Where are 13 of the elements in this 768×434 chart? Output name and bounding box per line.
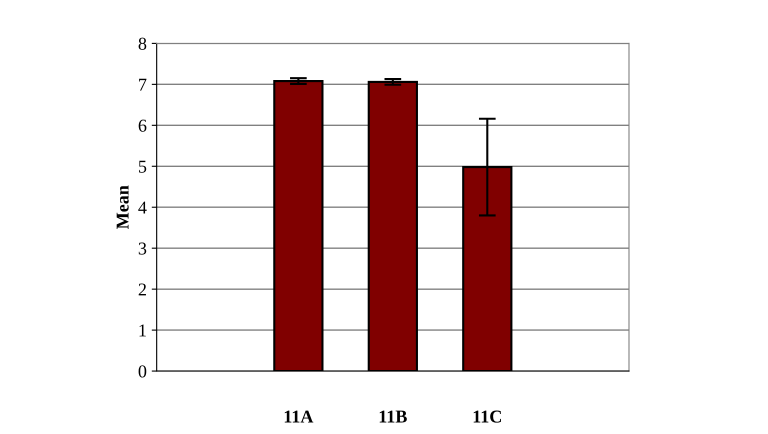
y-tick-label: 1	[140, 324, 146, 336]
x-tick-label: 11B	[380, 410, 407, 423]
y-tick-label: 2	[138, 283, 146, 296]
y-tick-label: 5	[138, 160, 146, 173]
y-tick-label: 6	[138, 120, 146, 132]
y-tick-label: 4	[138, 202, 147, 214]
x-tick-label: 11C	[474, 410, 501, 423]
y-axis-title: Mean	[116, 185, 129, 229]
x-tick-label: 11A	[284, 410, 314, 422]
y-tick-label: 3	[138, 242, 146, 255]
y-tick-label: 8	[138, 38, 146, 50]
y-tick-label: 0	[138, 365, 146, 378]
y-tick-label: 7	[139, 78, 146, 91]
